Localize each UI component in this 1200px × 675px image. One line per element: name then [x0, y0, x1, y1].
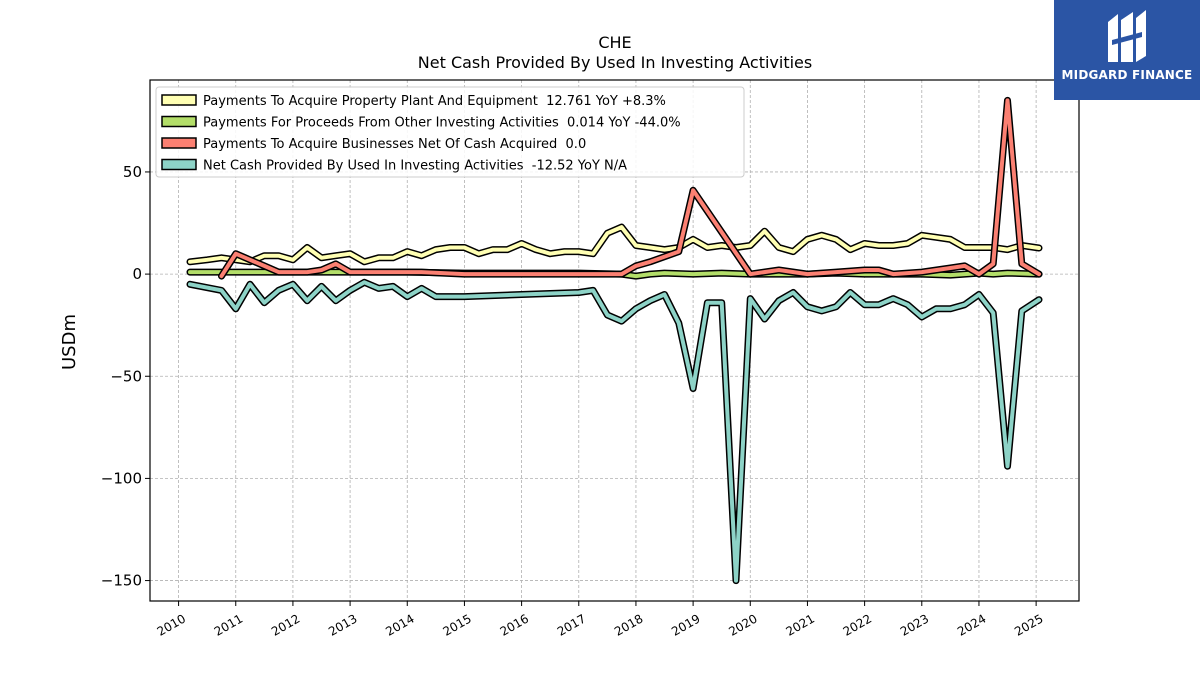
series-line — [186, 223, 1043, 266]
x-tick-label: 2016 — [498, 611, 531, 638]
plot-frame — [149, 79, 1080, 602]
series-line — [218, 96, 1043, 280]
legend-swatch — [161, 158, 197, 171]
series-line — [186, 278, 1043, 585]
x-axis: 2010 2011 2012 2013 2014 2015 2016 2017 2018 2019… — [155, 601, 1046, 639]
y-tick-label: 50 — [123, 163, 142, 181]
series-lines — [186, 96, 1043, 585]
x-tick-label: 2015 — [440, 611, 473, 638]
x-tick-label: 2023 — [898, 611, 931, 638]
legend-label: Net Cash Provided By Used In Investing A… — [203, 159, 627, 174]
series-line-fill — [188, 225, 1041, 264]
series-line-fill — [219, 98, 1041, 279]
legend-item: Payments To Acquire Property Plant And E… — [161, 94, 666, 109]
legend-swatch — [161, 137, 197, 149]
x-tick-label: 2011 — [212, 611, 245, 638]
series-line-outline — [186, 278, 1043, 585]
y-tick-label: −150 — [101, 572, 142, 590]
x-tick-label: 2022 — [841, 611, 874, 638]
legend-label: Payments To Acquire Property Plant And E… — [203, 94, 666, 109]
series-line-fill — [188, 280, 1041, 583]
legend-label: Payments To Acquire Businesses Net Of Ca… — [203, 137, 586, 152]
logo-text: MIDGARD FINANCE — [1061, 68, 1193, 82]
legend-item: Net Cash Provided By Used In Investing A… — [161, 158, 627, 174]
x-tick-label: 2019 — [669, 611, 702, 638]
legend-item: Payments To Acquire Businesses Net Of Ca… — [161, 137, 586, 152]
x-tick-label: 2012 — [269, 611, 302, 638]
chart-title: CHE — [598, 33, 631, 52]
x-tick-label: 2010 — [155, 611, 188, 638]
legend-box — [155, 86, 745, 178]
x-tick-label: 2013 — [326, 611, 359, 638]
x-tick-label: 2018 — [612, 611, 645, 638]
legend-item: Payments For Proceeds From Other Investi… — [161, 115, 681, 131]
chart-subtitle: Net Cash Provided By Used In Investing A… — [418, 53, 812, 72]
x-tick-label: 2021 — [783, 611, 816, 638]
y-axis: 50 0 −50 −100 −150 — [101, 163, 150, 590]
legend-swatch — [161, 94, 197, 106]
legend: Payments To Acquire Property Plant And E… — [155, 86, 745, 178]
y-tick-label: −100 — [101, 469, 142, 487]
x-tick-label: 2017 — [555, 611, 588, 638]
x-tick-label: 2020 — [726, 611, 759, 638]
y-axis-label: USDm — [59, 314, 80, 370]
legend-swatch — [161, 115, 197, 128]
midgard-finance-logo: MIDGARD FINANCE — [1054, 0, 1200, 100]
logo-mark-icon — [1108, 10, 1146, 62]
x-tick-label: 2025 — [1012, 611, 1045, 638]
y-tick-label: −50 — [110, 367, 142, 385]
x-tick-label: 2024 — [955, 611, 988, 638]
y-tick-label: 0 — [132, 265, 142, 283]
x-tick-label: 2014 — [383, 611, 416, 638]
legend-label: Payments For Proceeds From Other Investi… — [203, 116, 681, 131]
